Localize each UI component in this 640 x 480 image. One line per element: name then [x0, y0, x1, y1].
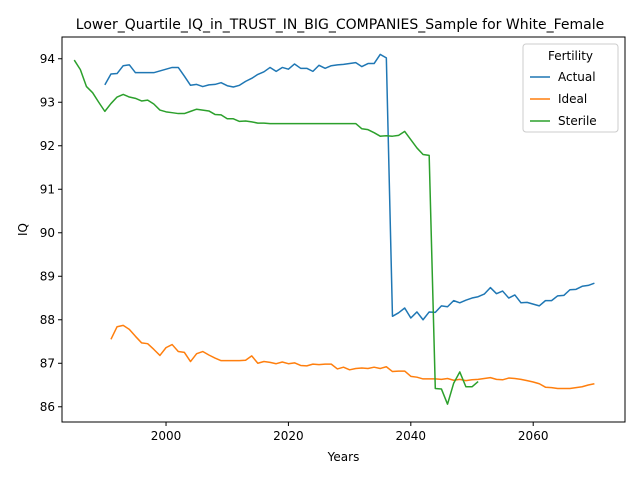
x-tick-label: 2060 [518, 429, 549, 443]
series-line-actual [104, 53, 595, 321]
legend-label-actual: Actual [558, 70, 596, 84]
y-tick-label: 94 [40, 52, 55, 66]
y-axis-label: IQ [16, 223, 30, 236]
legend-label-ideal: Ideal [558, 92, 587, 106]
plot-area [73, 53, 595, 405]
y-tick-label: 93 [40, 95, 55, 109]
x-tick-label: 2040 [396, 429, 427, 443]
series-line-sterile [73, 59, 479, 405]
x-tick-label: 2000 [151, 429, 182, 443]
y-tick-label: 88 [40, 313, 55, 327]
legend-box [522, 43, 619, 133]
legend: Fertility Actual Ideal Sterile [522, 43, 619, 133]
y-tick-label: 89 [40, 269, 55, 283]
x-tick-label: 2020 [273, 429, 304, 443]
y-axis: 86 87 88 89 90 91 92 93 94 [40, 52, 62, 414]
y-tick-label: 86 [40, 400, 55, 414]
axes-frame [61, 36, 626, 423]
chart-title: Lower_Quartile_IQ_in_TRUST_IN_BIG_COMPAN… [76, 17, 604, 33]
y-tick-label: 91 [40, 182, 55, 196]
legend-title: Fertility [548, 49, 593, 63]
x-axis: 2000 2020 2040 2060 [151, 422, 549, 443]
legend-label-sterile: Sterile [558, 114, 597, 128]
x-axis-label: Years [327, 450, 360, 464]
series-line-ideal [110, 324, 595, 390]
y-tick-label: 92 [40, 139, 55, 153]
y-tick-label: 90 [40, 226, 55, 240]
y-tick-label: 87 [40, 356, 55, 370]
